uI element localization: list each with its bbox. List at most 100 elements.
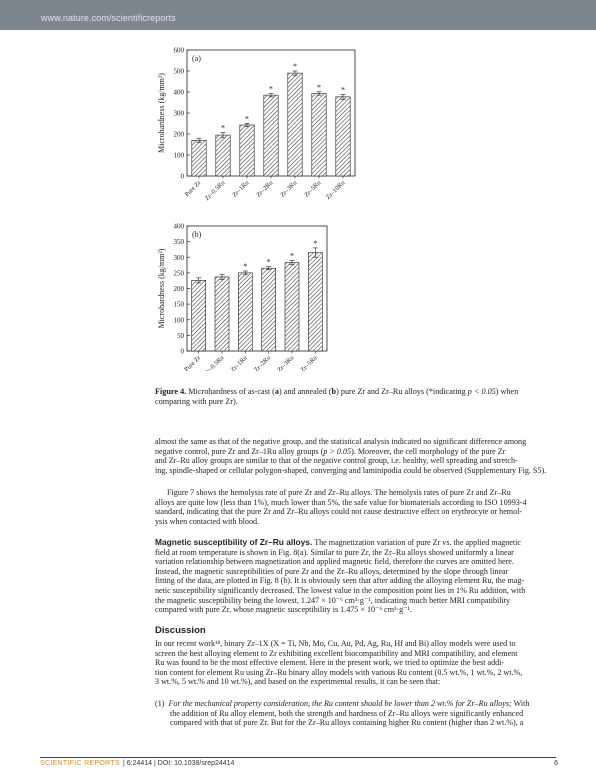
caption-label: Figure 4. — [155, 387, 187, 396]
text-line: Instead, the magnetic susceptibilities o… — [155, 566, 509, 576]
x-tick-label: Zr–3Ru — [276, 354, 296, 371]
text-line: almost the same as that of the negative … — [155, 437, 527, 446]
bar — [239, 124, 255, 177]
paragraph-magnetic: Magnetic susceptibility of Zr–Ru alloys.… — [155, 538, 555, 615]
y-tick-label: 100 — [174, 316, 185, 324]
text-line: tion content for element Ru using Zr–Ru … — [155, 667, 523, 677]
text-span: , indicating much better MRI compatibili… — [370, 595, 511, 605]
text-line: 3 wt.%, 5 wt.% and 10 wt.%), and based o… — [155, 677, 441, 687]
text-line: ing, spindle-shaped or cellular polygon-… — [155, 465, 547, 475]
x-tick-label: Zr–1Ru — [229, 354, 249, 371]
text-line: and Zr–Ru alloy groups are similar to th… — [155, 456, 518, 466]
caption-text-2: ) and annealed ( — [279, 387, 332, 396]
bar — [284, 262, 300, 352]
significance-star: * — [341, 85, 345, 94]
text-line: In our recent work¹⁸, binary Zr–1X (X = … — [155, 639, 516, 648]
y-tick-label: 400 — [174, 223, 185, 231]
y-tick-label: 150 — [174, 301, 185, 309]
y-tick-label: 200 — [174, 131, 185, 139]
inline-formula: 1.475 × 10⁻⁶ cm³·g⁻¹ — [340, 605, 410, 615]
text-line: fitting of the data, are plotted in Fig.… — [155, 576, 525, 586]
text-line: alloys are quite low (less than 1%), muc… — [155, 497, 527, 507]
list-number: (1) — [155, 699, 165, 708]
page-header: www.nature.com/scientificreports — [0, 0, 596, 30]
text-line: the addition of Ru alloy element, both t… — [170, 708, 524, 718]
bar — [263, 94, 279, 177]
page-footer: SCIENTIFIC REPORTS | 6:24414 | DOI: 10.1… — [40, 757, 558, 770]
text-line: (1) For the mechanical property consider… — [155, 699, 555, 709]
panel-label: (b) — [192, 230, 202, 239]
x-tick-label: Zr–2Ru — [253, 354, 273, 371]
significance-star: * — [313, 239, 317, 248]
text-line: field at room temperature is shown in Fi… — [155, 547, 514, 557]
text-line: netic susceptibility significantly decre… — [155, 585, 526, 595]
bar — [261, 267, 276, 352]
text-line: Magnetic susceptibility of Zr–Ru alloys.… — [155, 538, 555, 548]
section-heading-magnetic: Magnetic susceptibility of Zr–Ru alloys. — [155, 538, 313, 547]
caption-panel-b: b — [331, 387, 337, 396]
y-tick-label: 350 — [174, 238, 185, 246]
significance-star: * — [290, 251, 294, 260]
y-axis-label: Microhardness (kg/mm²) — [157, 73, 166, 153]
caption-formula: p < 0.05 — [467, 387, 496, 396]
text-line: negative control, pure Zr and Zr–1Ru all… — [155, 447, 555, 457]
paragraph-cytotoxicity: almost the same as that of the negative … — [155, 437, 555, 475]
x-tick-label: Zr–0.5Ru — [204, 179, 227, 202]
y-axis-label: Microhardness (kg/mm²) — [157, 248, 166, 328]
text-line: Figure 7 shows the hemolysis rate of pur… — [167, 488, 511, 497]
y-tick-label: 300 — [174, 254, 185, 262]
significance-star: * — [243, 262, 247, 271]
text-line: Ru was found to be the most effective el… — [155, 658, 505, 668]
text-line: screen the best alloying element to Zr e… — [155, 648, 518, 658]
list-item-1: (1) For the mechanical property consider… — [155, 699, 555, 728]
bar — [335, 96, 351, 177]
journal-name: SCIENTIFIC REPORTS — [40, 760, 120, 767]
journal-url[interactable]: www.nature.com/scientificreports — [41, 13, 176, 23]
figure-caption: Figure 4. Microhardness of as-cast (a) a… — [155, 387, 555, 407]
text-span: For the mechanical property consideratio… — [168, 699, 512, 708]
text-span: With — [511, 699, 530, 708]
significance-star: * — [221, 123, 225, 132]
x-tick-label: Zr–5Ru — [303, 179, 323, 199]
y-tick-label: 50 — [177, 332, 185, 340]
paragraph-hemolysis: Figure 7 shows the hemolysis rate of pur… — [155, 488, 555, 526]
text-line: compared with pure Zr, whose magnetic su… — [155, 605, 555, 615]
y-tick-label: 400 — [174, 89, 185, 97]
significance-star: * — [269, 84, 273, 93]
section-title-discussion: Discussion — [155, 625, 206, 636]
microhardness-charts: 0 100 200 300 400 500 600 Microhardness (kg/mm²… — [157, 47, 356, 377]
y-tick-label: 100 — [174, 152, 185, 160]
caption-text-4: ) when comparing with pure Zr). — [155, 387, 519, 406]
text-span: compared with pure Zr, whose magnetic su… — [155, 605, 341, 615]
significance-star: * — [293, 62, 297, 71]
y-tick-label: 0 — [181, 173, 185, 181]
caption-panel-a: a — [274, 387, 279, 396]
panel-label: (a) — [192, 54, 201, 63]
text-span: ). Moreover, the cell morphology of the … — [351, 446, 506, 456]
inline-formula: p > 0.05 — [323, 446, 352, 456]
text-line: the magnetic susceptibility being the lo… — [155, 596, 555, 606]
x-tick-label: Zr–1Ru — [231, 179, 251, 199]
plot-frame — [186, 225, 328, 352]
x-tick-label: Zr–5Ru — [299, 354, 319, 371]
y-tick-label: 300 — [174, 110, 185, 118]
figure-4-charts: 0 100 200 300 400 500 600 Microhardness (kg/mm²… — [155, 46, 360, 377]
y-tick-label: 200 — [174, 285, 185, 293]
doi-text: | 6:24414 | DOI: 10.1038/srep24414 — [123, 760, 235, 767]
significance-star: * — [267, 258, 271, 267]
x-tick-label: Pure Zr — [183, 354, 202, 371]
text-span: negative control, pure Zr and Zr–1Ru all… — [155, 446, 324, 456]
paragraph-discussion: In our recent work¹⁸, binary Zr–1X (X = … — [155, 639, 555, 687]
text-line: ysis when contacted with blood. — [155, 516, 260, 526]
bar — [287, 72, 303, 177]
bar — [214, 276, 230, 352]
inline-formula: 1.247 × 10⁻⁶ cm³·g⁻¹ — [300, 595, 371, 605]
x-tick-label: Zr–3Ru — [279, 179, 299, 199]
x-tick-label: Zr–0.5Ru — [203, 354, 226, 371]
text-line: standard, indicating that the pure Zr an… — [155, 507, 523, 517]
y-tick-label: 600 — [174, 47, 185, 55]
significance-star: * — [245, 114, 249, 123]
caption-text-3: ) pure Zr and Zr–Ru alloys (*indicating — [336, 387, 468, 396]
bar — [238, 272, 253, 352]
y-tick-label: 500 — [174, 68, 185, 76]
